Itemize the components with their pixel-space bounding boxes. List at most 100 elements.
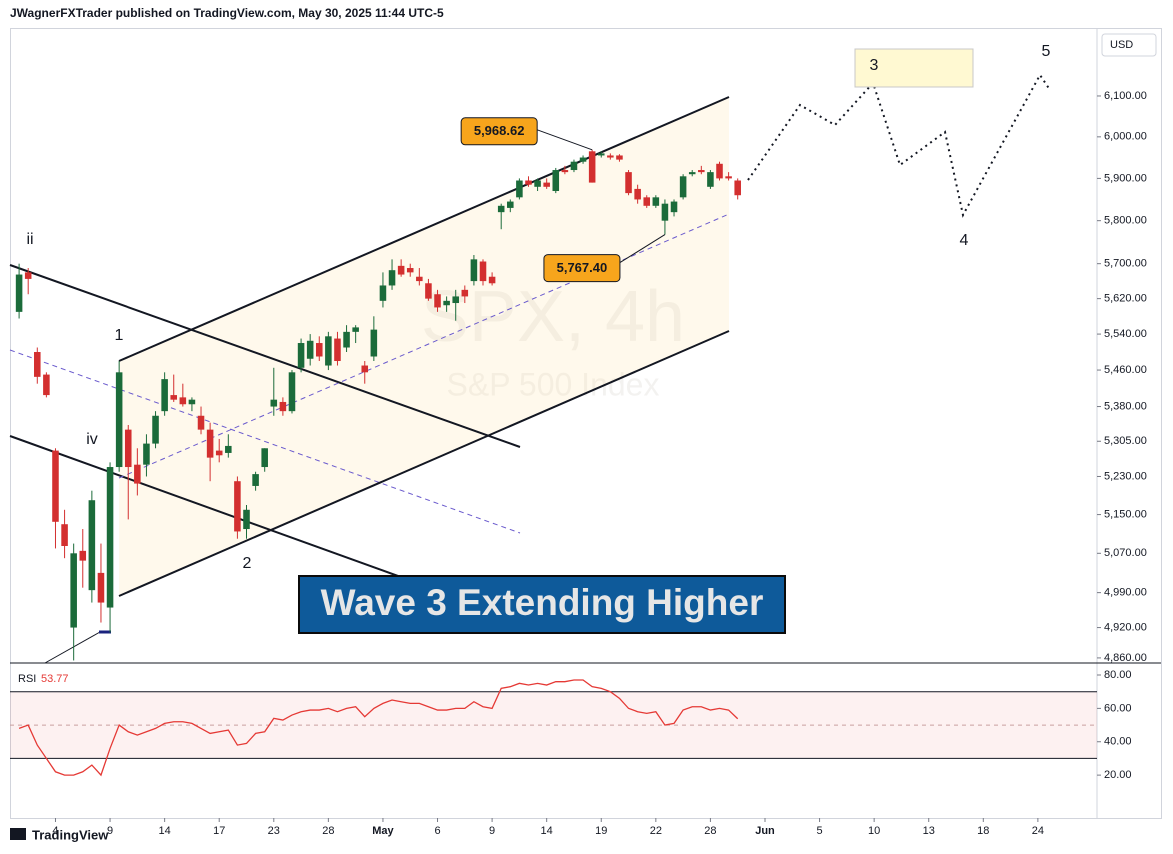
candle-body	[170, 395, 178, 400]
candle-body	[670, 201, 678, 213]
frame	[10, 28, 1162, 819]
y-tick-label: 5,380.00	[1104, 400, 1147, 412]
y-tick-label: 5,620.00	[1104, 293, 1147, 305]
rsi-tick-label: 80.00	[1104, 669, 1132, 681]
candle-body	[234, 481, 241, 532]
x-tick-label: May	[372, 825, 394, 837]
footer: TradingView	[32, 827, 109, 842]
candle-body	[543, 182, 550, 187]
rsi-tick-label: 60.00	[1104, 702, 1132, 714]
x-tick-label: 4	[52, 825, 58, 837]
candle-body	[152, 415, 159, 444]
candle-body	[643, 197, 651, 206]
x-tick-label: 13	[923, 825, 935, 837]
x-tick-label: 10	[868, 825, 880, 837]
wave-label: 2	[243, 555, 252, 572]
channel-fill	[119, 97, 729, 597]
trend-line	[44, 631, 101, 664]
y-tick-label: 5,700.00	[1104, 258, 1147, 270]
candle-body	[97, 572, 105, 603]
candle-body	[688, 172, 696, 175]
candle-body	[597, 153, 605, 156]
candle-body	[288, 372, 296, 412]
candle-body	[325, 336, 332, 366]
x-tick-label: Jun	[755, 825, 775, 837]
candle-body	[534, 180, 541, 187]
candle-body	[343, 331, 350, 348]
callout-leader	[536, 129, 593, 151]
candle-body	[516, 180, 523, 198]
candle-body	[507, 201, 514, 208]
rsi-line	[18, 679, 739, 777]
title-box	[298, 575, 786, 634]
down-channel-lower	[9, 435, 399, 577]
candle-body	[143, 443, 150, 465]
candle-body	[161, 379, 168, 412]
x-tick-label: 14	[541, 825, 553, 837]
candle-body	[661, 203, 669, 221]
y-tick-label: 6,000.00	[1104, 131, 1147, 143]
candle-body	[243, 509, 250, 530]
candle-body	[188, 399, 196, 405]
candle-body	[625, 172, 632, 194]
candle-body	[379, 285, 387, 301]
callout-label: 5,968.62	[474, 123, 525, 138]
x-tick-label: 5	[817, 825, 823, 837]
y-tick-label: 5,460.00	[1104, 364, 1147, 376]
logo	[10, 828, 26, 840]
wave-3-box	[854, 48, 974, 88]
candle-body	[315, 343, 323, 357]
candle-body	[607, 155, 614, 158]
candle-body	[79, 550, 87, 561]
candle-body	[225, 445, 232, 453]
y-tick-label: 4,920.00	[1104, 621, 1147, 633]
candle-body	[416, 276, 423, 282]
candle-body	[652, 197, 660, 206]
candle-body	[425, 283, 432, 299]
candle-body	[443, 300, 450, 306]
candle-body	[734, 180, 741, 196]
down-channel-mid	[9, 349, 521, 534]
header: JWagnerFXTrader published on TradingView…	[10, 6, 444, 20]
candle-body	[698, 170, 705, 173]
candle-body	[434, 294, 441, 308]
candle-body	[115, 372, 123, 468]
rsi-name: RSI	[18, 673, 36, 685]
x-tick-label: 6	[434, 825, 440, 837]
chart-title: Wave 3 Extending Higher	[321, 582, 764, 623]
candle-body	[479, 261, 487, 282]
candle-body	[452, 296, 459, 304]
candles	[15, 149, 741, 661]
y-tick-label: 6,100.00	[1104, 90, 1147, 102]
y-tick-label: 5,305.00	[1104, 435, 1147, 447]
candle-body	[297, 343, 305, 368]
candle-body	[352, 327, 359, 332]
candle-body	[197, 415, 205, 430]
wave-label: 1	[115, 327, 124, 344]
candle-body	[388, 270, 396, 286]
x-tick-label: 28	[704, 825, 716, 837]
x-tick-label: 9	[107, 825, 113, 837]
candle-body	[215, 450, 223, 456]
y-tick-label: 4,860.00	[1104, 652, 1147, 664]
y-tick-label: 5,900.00	[1104, 172, 1147, 184]
candle-body	[525, 180, 532, 185]
candle-body	[334, 338, 341, 362]
candle-body	[88, 500, 96, 591]
y-tick-label: 5,150.00	[1104, 508, 1147, 520]
wave-label: 3	[870, 57, 879, 74]
labels: ii iv 1 2 3 4 5 Wave 3 Extending Higher	[26, 43, 1051, 634]
candle-body	[61, 524, 68, 546]
candle-body	[616, 155, 623, 160]
candle-body	[588, 151, 596, 183]
rsi-value: 53.77	[41, 673, 69, 685]
up-channel-upper	[118, 96, 730, 362]
candle-body	[261, 448, 268, 468]
down-channel-upper	[9, 264, 521, 448]
y-tick-label: 5,540.00	[1104, 328, 1147, 340]
candle-body	[306, 340, 314, 359]
callout-box	[543, 254, 621, 283]
